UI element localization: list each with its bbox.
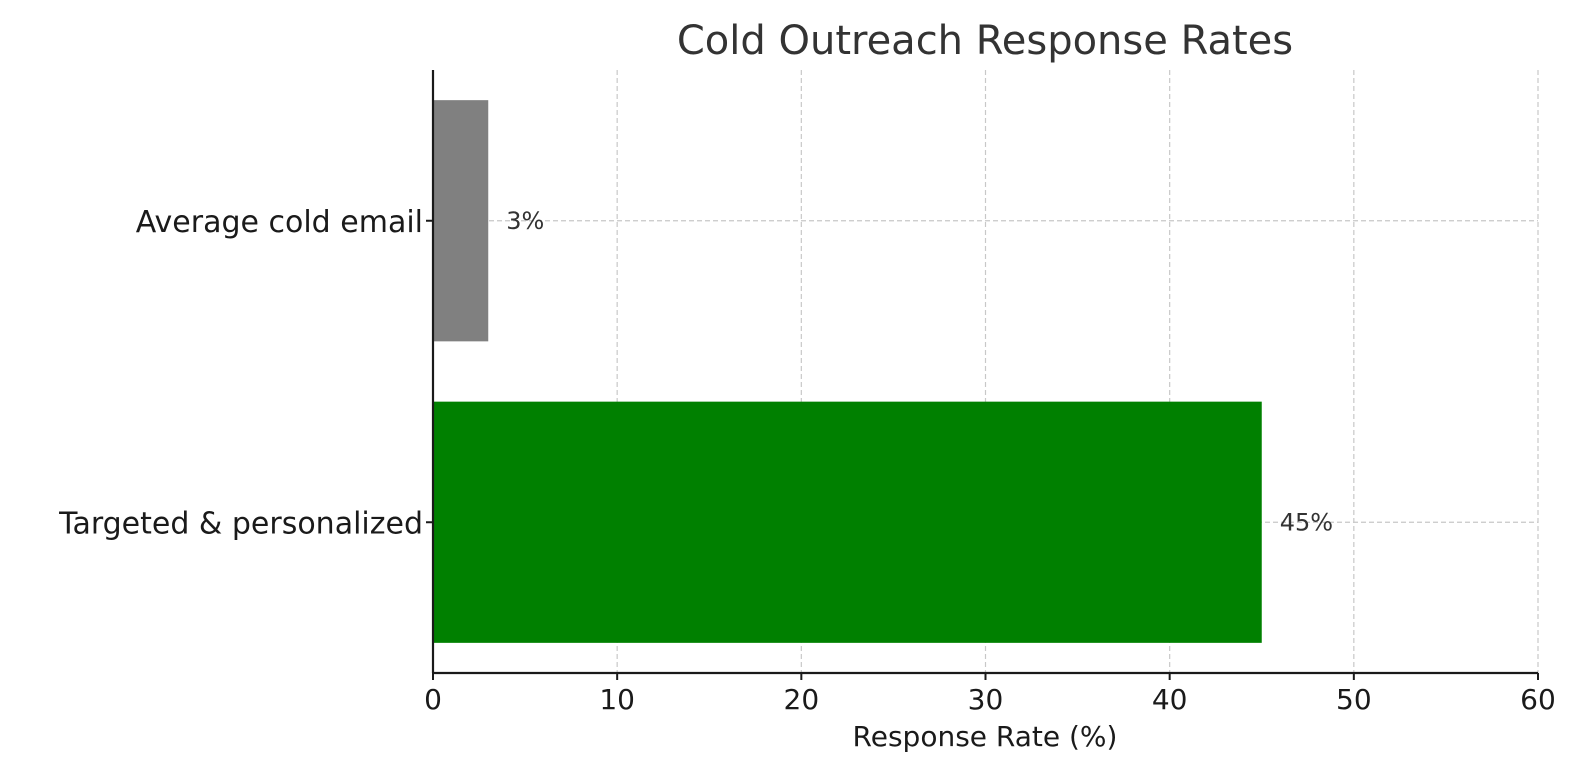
x-tick-label-6: 60 xyxy=(1520,683,1556,716)
x-tick-label-0: 0 xyxy=(424,683,442,716)
chart-title: Cold Outreach Response Rates xyxy=(677,18,1293,64)
x-axis-label: Response Rate (%) xyxy=(853,720,1118,753)
bar-0 xyxy=(433,100,489,342)
bar-1 xyxy=(433,401,1262,643)
x-tick-label-5: 50 xyxy=(1336,683,1372,716)
x-tick-label-1: 10 xyxy=(599,683,635,716)
vertical-gridlines xyxy=(616,70,1539,673)
x-tick-label-2: 20 xyxy=(784,683,820,716)
x-axis-ticks: 0 10 20 30 40 50 60 xyxy=(424,673,1556,716)
bars-group xyxy=(433,100,1262,643)
data-label-0: 3% xyxy=(506,207,544,235)
category-label-1: Targeted & personalized xyxy=(58,506,423,541)
x-tick-label-3: 30 xyxy=(968,683,1004,716)
x-tick-label-4: 40 xyxy=(1152,683,1188,716)
y-axis-ticks: Average cold email Targeted & personalize… xyxy=(58,205,433,541)
category-label-0: Average cold email xyxy=(136,205,423,240)
data-labels-group: 3% 45% xyxy=(506,207,1333,537)
data-label-1: 45% xyxy=(1280,508,1333,536)
